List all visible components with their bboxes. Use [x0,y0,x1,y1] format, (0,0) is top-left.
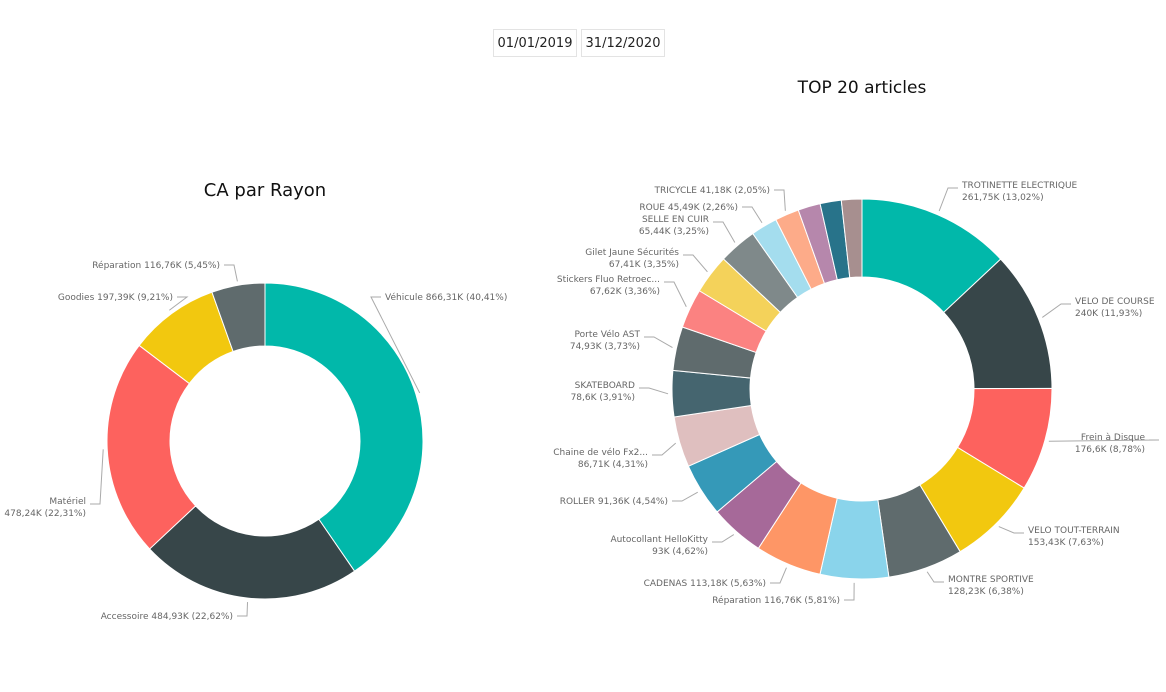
leader-line [1042,303,1071,318]
leader-line [370,296,421,394]
data-label-name: VELO TOUT-TERRAIN [1028,526,1120,536]
data-label: Accessoire 484,93K (22,62%) [101,612,233,622]
leader-line [90,449,104,505]
data-label: ROUE 45,49K (2,26%) [639,203,738,213]
data-label-name: Autocollant HelloKitty [610,535,708,545]
leader-line [712,534,735,543]
data-label-value: 65,44K (3,25%) [639,227,709,237]
leader-line [844,582,855,601]
leader-line [683,254,708,273]
data-label-value: 240K (11,93%) [1075,309,1142,319]
leader-line [774,189,786,211]
leader-line [644,336,673,349]
leader-line [938,187,958,212]
end-date-input[interactable]: 31/12/2020 [581,29,665,57]
data-label-name: Stickers Fluo Retroec... [557,275,660,285]
leader-line [224,264,238,282]
leader-line [639,387,669,395]
donut-slice-r-paration[interactable] [211,282,266,353]
data-label-name: SELLE EN CUIR [642,215,709,225]
data-label: TRICYCLE 41,18K (2,05%) [653,186,770,196]
data-label-name: TROTINETTE ELECTRIQUE [961,181,1078,191]
data-label-name: Porte Vélo AST [575,329,641,340]
data-label-name: Chaine de vélo Fx2... [553,447,648,458]
leader-line [652,442,677,456]
leader-line [672,491,698,502]
leader-line [742,206,763,224]
chart-title-rayon: CA par Rayon [203,180,327,201]
data-label: ROLLER 91,36K (4,54%) [560,497,668,507]
data-label: Réparation 116,76K (5,45%) [92,260,220,271]
chart-title-top20: TOP 20 articles [797,78,927,98]
donut-slice-accessoire[interactable] [148,505,356,600]
leader-line [926,571,944,583]
data-label-name: VELO DE COURSE [1075,297,1155,307]
data-label-name: Matériel [49,496,86,507]
data-label-value: 67,41K (3,35%) [609,260,679,270]
data-label: Réparation 116,76K (5,81%) [712,595,840,606]
data-label-name: SKATEBOARD [575,381,635,391]
data-label-value: 153,43K (7,63%) [1028,538,1104,548]
data-label-value: 67,62K (3,36%) [590,287,660,297]
leader-line [770,567,787,584]
data-label-value: 176,6K (8,78%) [1075,445,1145,455]
leader-line [169,296,189,311]
donut-slice-other-19[interactable] [840,198,863,279]
start-date-input[interactable]: 01/01/2019 [493,29,577,57]
data-label-value: 93K (4,62%) [652,547,708,557]
leader-line [237,602,249,617]
data-label-value: 74,93K (3,73%) [570,342,640,352]
data-label: CADENAS 113,18K (5,63%) [644,579,766,589]
data-label-value: 128,23K (6,38%) [948,587,1024,597]
data-label: Véhicule 866,31K (40,41%) [385,292,507,303]
data-label-name: Frein à Disque [1081,433,1146,443]
donut-slice-v-hicule[interactable] [264,282,424,572]
data-label-name: Gilet Jaune Sécurités [585,247,679,258]
data-label: Goodies 197,39K (9,21%) [58,293,173,303]
data-label-name: MONTRE SPORTIVE [948,575,1034,585]
leader-line [664,281,687,307]
data-label-value: 261,75K (13,02%) [962,193,1044,203]
leader-line [1048,439,1160,442]
leader-line [713,221,736,243]
data-label-value: 478,24K (22,31%) [4,509,86,519]
leader-line [998,526,1024,534]
data-label-value: 78,6K (3,91%) [571,393,635,403]
donut-slice-mat-riel[interactable] [106,344,197,550]
data-label-value: 86,71K (4,31%) [578,460,648,470]
